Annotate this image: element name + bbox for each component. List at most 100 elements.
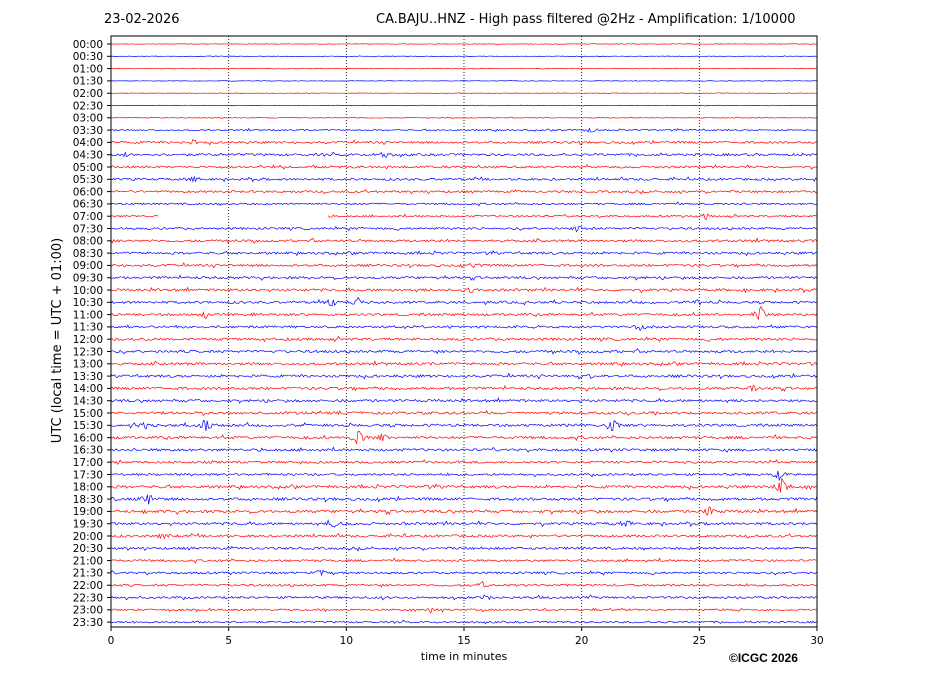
y-tick-label-03:00: 03:00 — [73, 113, 103, 125]
trace-23:00 — [110, 607, 818, 614]
y-tick-label-09:30: 09:30 — [73, 273, 103, 285]
y-tick-label-14:00: 14:00 — [73, 383, 103, 395]
trace-15:30 — [110, 419, 818, 432]
y-tick-label-13:30: 13:30 — [73, 371, 103, 383]
y-tick-label-00:30: 00:30 — [73, 51, 103, 63]
trace-06:00 — [110, 189, 818, 195]
y-tick-label-04:30: 04:30 — [73, 150, 103, 162]
trace-14:00 — [110, 384, 818, 392]
trace-layer — [110, 43, 818, 625]
y-tick-label-22:00: 22:00 — [73, 580, 103, 592]
trace-17:30 — [110, 470, 818, 482]
y-tick-label-22:30: 22:30 — [73, 592, 103, 604]
trace-18:30 — [110, 494, 818, 505]
trace-16:30 — [110, 446, 818, 453]
y-tick-label-13:00: 13:00 — [73, 359, 103, 371]
y-tick-label-05:30: 05:30 — [73, 174, 103, 186]
trace-19:30 — [110, 518, 818, 528]
y-tick-label-12:00: 12:00 — [73, 334, 103, 346]
grid-layer — [228, 36, 700, 627]
trace-00:00 — [110, 43, 817, 45]
trace-07:00 — [110, 213, 818, 220]
x-axis-label: time in minutes — [420, 650, 508, 663]
chart-title: CA.BAJU..HNZ - High pass filtered @2Hz -… — [376, 12, 796, 27]
y-tick-label-16:30: 16:30 — [73, 445, 103, 457]
axis-layer: 0 5 10 15 20 25 30 00:0000:3001:0001:3002:0002:… — [73, 39, 824, 647]
y-tick-label-04:00: 04:00 — [73, 137, 103, 149]
y-tick-label-15:30: 15:30 — [73, 420, 103, 432]
trace-22:00 — [110, 581, 818, 588]
trace-05:30 — [110, 175, 818, 183]
y-tick-label-01:00: 01:00 — [73, 63, 103, 75]
y-tick-label-08:00: 08:00 — [73, 236, 103, 248]
y-tick-label-08:30: 08:30 — [73, 248, 103, 260]
y-tick-label-01:30: 01:30 — [73, 76, 103, 88]
trace-11:00 — [110, 305, 818, 321]
y-tick-label-06:00: 06:00 — [73, 186, 103, 198]
y-tick-label-17:00: 17:00 — [73, 457, 103, 469]
y-tick-label-11:00: 11:00 — [73, 309, 103, 321]
x-tick-label-30: 30 — [810, 635, 823, 647]
trace-09:30 — [110, 274, 818, 281]
trace-15:00 — [110, 409, 818, 417]
copyright-label: ©ICGC 2026 — [729, 651, 798, 665]
y-tick-label-21:00: 21:00 — [73, 555, 103, 567]
trace-18:00 — [110, 477, 818, 493]
y-tick-label-06:30: 06:30 — [73, 199, 103, 211]
y-tick-label-05:00: 05:00 — [73, 162, 103, 174]
x-tick-label-5: 5 — [225, 635, 232, 647]
y-tick-label-10:30: 10:30 — [73, 297, 103, 309]
trace-04:30 — [110, 151, 818, 158]
x-tick-label-0: 0 — [108, 635, 115, 647]
trace-02:30 — [110, 104, 817, 107]
y-tick-label-18:00: 18:00 — [73, 482, 103, 494]
x-tick-label-10: 10 — [340, 635, 353, 647]
x-tick-label-15: 15 — [457, 635, 470, 647]
trace-20:00 — [110, 532, 818, 540]
trace-04:00 — [110, 138, 817, 146]
trace-05:00 — [110, 164, 818, 170]
x-tick-label-20: 20 — [575, 635, 588, 647]
trace-21:30 — [110, 569, 818, 577]
y-tick-label-19:30: 19:30 — [73, 519, 103, 531]
trace-01:00 — [110, 67, 817, 70]
trace-02:00 — [110, 92, 817, 95]
trace-14:30 — [110, 397, 817, 404]
y-tick-label-21:30: 21:30 — [73, 568, 103, 580]
trace-07:30 — [110, 225, 818, 233]
y-tick-label-00:00: 00:00 — [73, 39, 103, 51]
trace-17:00 — [110, 459, 818, 465]
y-tick-label-10:00: 10:00 — [73, 285, 103, 297]
y-tick-label-12:30: 12:30 — [73, 346, 103, 358]
y-tick-label-18:30: 18:30 — [73, 494, 103, 506]
y-tick-label-02:30: 02:30 — [73, 100, 103, 112]
y-tick-label-17:30: 17:30 — [73, 469, 103, 481]
trace-01:30 — [110, 79, 817, 82]
trace-23:30 — [110, 619, 818, 625]
y-tick-label-03:30: 03:30 — [73, 125, 103, 137]
y-tick-label-20:30: 20:30 — [73, 543, 103, 555]
trace-06:30 — [110, 201, 818, 207]
y-tick-label-20:00: 20:00 — [73, 531, 103, 543]
trace-10:00 — [110, 286, 818, 294]
plot-frame — [110, 35, 818, 628]
y-tick-label-07:00: 07:00 — [73, 211, 103, 223]
trace-11:30 — [110, 324, 818, 332]
trace-13:00 — [110, 360, 818, 368]
date-label: 23-02-2026 — [104, 12, 180, 27]
x-tick-label-25: 25 — [693, 635, 706, 647]
y-tick-label-02:00: 02:00 — [73, 88, 103, 100]
trace-08:00 — [110, 237, 818, 244]
y-tick-label-23:00: 23:00 — [73, 605, 103, 617]
y-tick-label-14:30: 14:30 — [73, 396, 103, 408]
y-tick-label-19:00: 19:00 — [73, 506, 103, 518]
y-tick-label-15:00: 15:00 — [73, 408, 103, 420]
trace-20:30 — [110, 545, 817, 552]
trace-03:30 — [110, 127, 817, 133]
trace-08:30 — [110, 250, 817, 257]
trace-13:30 — [110, 372, 818, 380]
y-tick-label-16:00: 16:00 — [73, 432, 103, 444]
trace-16:00 — [110, 430, 818, 445]
trace-12:30 — [110, 348, 818, 355]
